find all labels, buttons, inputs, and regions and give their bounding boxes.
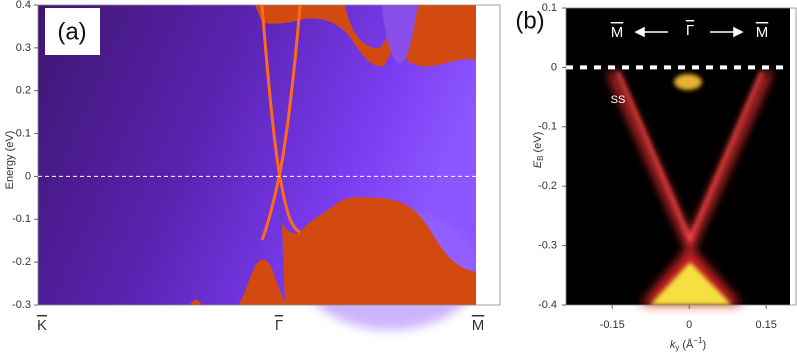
y-tick-label: -0.2 xyxy=(12,256,31,268)
y-tick-label: 0 xyxy=(25,170,31,182)
label-part: (eV) xyxy=(532,132,544,156)
y-axis-label: Energy (eV) xyxy=(4,131,16,190)
x-tick-label: K xyxy=(37,317,47,334)
panel-label-box xyxy=(45,8,100,55)
label-part: −1 xyxy=(693,336,703,345)
x-tick-label: M xyxy=(472,317,485,334)
label-part: y xyxy=(675,343,679,352)
x-tick-label: -0.15 xyxy=(600,319,625,331)
annotation: M xyxy=(756,24,769,41)
y-tick-label: -0.2 xyxy=(538,180,557,192)
arpes-map xyxy=(566,8,797,305)
annotation: M xyxy=(611,24,624,41)
y-tick-label: 0.1 xyxy=(16,127,31,139)
y-tick-label: 0.4 xyxy=(16,0,31,11)
y-axis-label: EB (eV) xyxy=(532,132,545,169)
plot-frame xyxy=(37,4,501,306)
y-tick-label: 0.3 xyxy=(16,42,31,54)
panel-label: (a) xyxy=(57,18,86,45)
x-tick-label: 0 xyxy=(686,319,692,331)
annotation: SS xyxy=(611,94,626,106)
y-tick-label: -0.1 xyxy=(12,213,31,225)
label-part: k xyxy=(670,339,676,351)
x-tick-label: Γ xyxy=(275,317,283,334)
x-tick-label: 0.15 xyxy=(755,319,776,331)
annotation: Γ xyxy=(686,22,694,39)
band-map xyxy=(38,4,500,330)
x-axis-label: ky (Å−1) xyxy=(670,336,706,352)
y-tick-label: 0 xyxy=(551,61,557,73)
y-tick-label: 0.1 xyxy=(542,2,557,14)
y-tick-label: -0.3 xyxy=(12,299,31,311)
y-tick-label: 0.2 xyxy=(16,85,31,97)
label-part: ) xyxy=(703,339,707,351)
y-tick-label: -0.4 xyxy=(538,299,557,311)
plot-frame xyxy=(565,7,797,306)
y-tick-label: -0.1 xyxy=(538,121,557,133)
panel-label: (b) xyxy=(515,7,544,34)
label-part: B xyxy=(536,156,545,161)
direction-arrows xyxy=(634,26,744,38)
y-tick-label: -0.3 xyxy=(538,240,557,252)
label-part: (Å xyxy=(679,338,694,351)
label-part: E xyxy=(532,160,544,168)
